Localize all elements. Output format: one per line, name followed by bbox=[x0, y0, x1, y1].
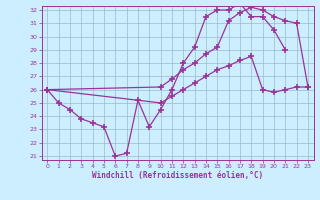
X-axis label: Windchill (Refroidissement éolien,°C): Windchill (Refroidissement éolien,°C) bbox=[92, 171, 263, 180]
